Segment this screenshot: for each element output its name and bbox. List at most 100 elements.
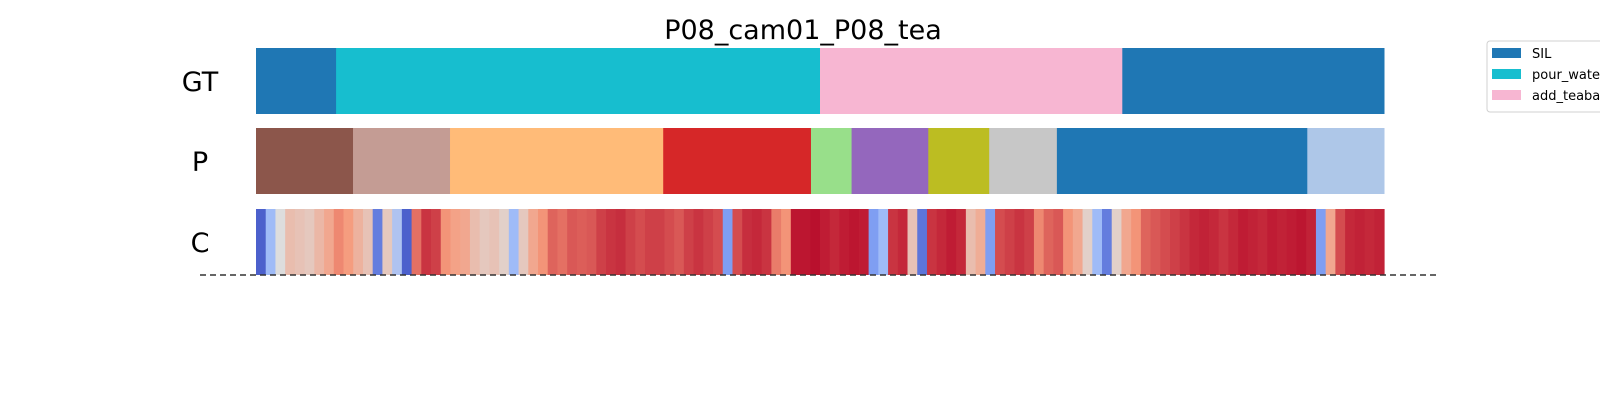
confidence-cell: [1189, 209, 1200, 275]
confidence-cell: [1024, 209, 1035, 275]
confidence-cell: [1218, 209, 1230, 275]
confidence-cell: [1364, 209, 1375, 275]
confidence-cell: [644, 209, 656, 275]
confidence-cell: [888, 209, 899, 275]
confidence-cell: [1131, 209, 1142, 275]
confidence-cell: [800, 209, 811, 275]
chart-title: P08_cam01_P08_tea: [664, 15, 942, 46]
confidence-cell: [1345, 209, 1356, 275]
row-c: C: [191, 209, 1385, 275]
confidence-cell: [820, 209, 831, 275]
confidence-cell: [1267, 209, 1278, 275]
confidence-cell: [1257, 209, 1268, 275]
confidence-cell: [489, 209, 500, 275]
confidence-cell: [732, 209, 743, 275]
confidence-cell: [285, 209, 296, 275]
confidence-cell: [1063, 209, 1074, 275]
segment-p-1: [353, 128, 451, 194]
confidence-cell: [1170, 209, 1181, 275]
confidence-cell: [528, 209, 539, 275]
segment-p-3: [663, 128, 812, 194]
segment-p-5: [851, 128, 929, 194]
confidence-cell: [995, 209, 1006, 275]
confidence-cell: [703, 209, 714, 275]
segment-p-8: [1056, 128, 1308, 194]
segment-p-7: [989, 128, 1058, 194]
confidence-cell: [1004, 209, 1016, 275]
confidence-cell: [411, 209, 422, 275]
confidence-cell: [1286, 209, 1298, 275]
legend-label: add_teabag: [1532, 89, 1600, 104]
confidence-cell: [722, 209, 734, 275]
segment-p-6: [928, 128, 990, 194]
confidence-cell: [353, 209, 364, 275]
segment-p-4: [810, 128, 853, 194]
confidence-cell: [956, 209, 967, 275]
confidence-cell: [256, 209, 267, 275]
confidence-cell: [265, 209, 277, 275]
confidence-cell: [1121, 209, 1132, 275]
confidence-cell: [810, 209, 821, 275]
confidence-cell: [1179, 209, 1191, 275]
confidence-cell: [382, 209, 393, 275]
legend-swatch: [1492, 69, 1521, 79]
confidence-cell: [1315, 209, 1327, 275]
confidence-cell: [936, 209, 948, 275]
confidence-cell: [839, 209, 850, 275]
confidence-cell: [897, 209, 909, 275]
confidence-cell: [693, 209, 704, 275]
confidence-cell: [742, 209, 753, 275]
segment-p-2: [450, 128, 664, 194]
confidence-cell: [1277, 209, 1288, 275]
row-label-gt: GT: [182, 67, 219, 98]
confidence-cell: [917, 209, 928, 275]
row-label-c: C: [191, 228, 210, 259]
confidence-cell: [508, 209, 520, 275]
legend: SIL pour_water add_teabag: [1486, 40, 1600, 113]
confidence-cell: [664, 209, 675, 275]
confidence-cell: [1208, 209, 1220, 275]
confidence-cell: [567, 209, 578, 275]
confidence-cell: [1160, 209, 1171, 275]
confidence-cell: [304, 209, 315, 275]
confidence-cell: [431, 209, 442, 275]
confidence-cell: [683, 209, 695, 275]
confidence-cell: [1228, 209, 1239, 275]
confidence-cell: [926, 209, 938, 275]
confidence-cell: [761, 209, 772, 275]
confidence-cell: [985, 209, 996, 275]
confidence-cell: [858, 209, 870, 275]
confidence-cell: [576, 209, 588, 275]
confidence-cell: [1150, 209, 1161, 275]
confidence-cell: [538, 209, 549, 275]
confidence-cell: [586, 209, 597, 275]
row-p: P: [192, 128, 1385, 194]
confidence-cell: [1082, 209, 1093, 275]
legend-label: SIL: [1532, 47, 1552, 62]
confidence-cell: [343, 209, 354, 275]
confidence-cell: [275, 209, 286, 275]
confidence-cell: [625, 209, 636, 275]
confidence-cell: [392, 209, 403, 275]
confidence-cell: [1043, 209, 1054, 275]
confidence-cell: [1335, 209, 1346, 275]
confidence-cell: [849, 209, 860, 275]
confidence-cell: [1374, 209, 1385, 275]
confidence-cell: [440, 209, 452, 275]
confidence-cell: [965, 209, 977, 275]
confidence-cell: [1092, 209, 1103, 275]
timeline-rows: GT P C: [182, 48, 1385, 275]
confidence-cell: [1102, 209, 1113, 275]
confidence-cell: [596, 209, 607, 275]
confidence-cell: [479, 209, 490, 275]
confidence-cell: [1111, 209, 1123, 275]
legend-label: pour_water: [1532, 68, 1600, 83]
confidence-cell: [907, 209, 918, 275]
confidence-cell: [499, 209, 510, 275]
confidence-cell: [606, 209, 617, 275]
confidence-cell: [1325, 209, 1336, 275]
segment-p-0: [256, 128, 354, 194]
confidence-cell: [1199, 209, 1210, 275]
confidence-cell: [751, 209, 763, 275]
